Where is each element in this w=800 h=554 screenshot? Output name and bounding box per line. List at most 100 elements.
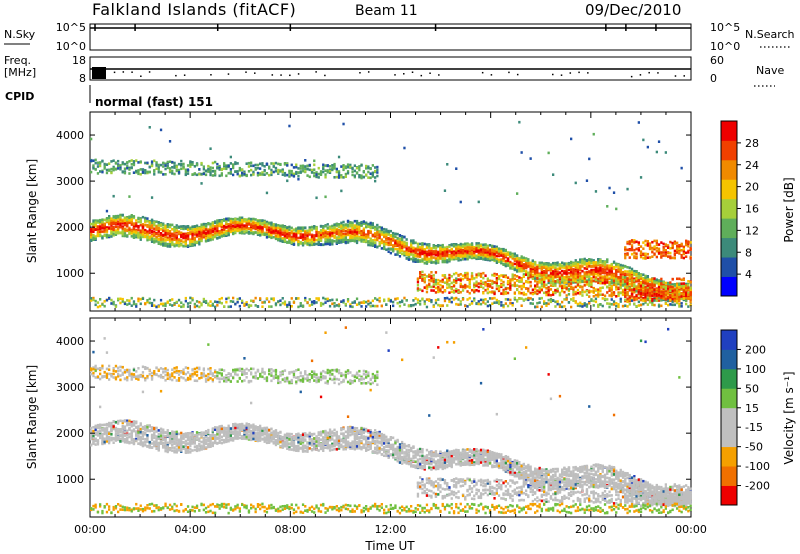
power-echo: [412, 249, 415, 253]
power-echo: [497, 277, 501, 281]
power-echo: [263, 233, 266, 236]
nave-dot: [140, 75, 142, 77]
power-echo: [452, 272, 456, 276]
power-echo: [252, 226, 255, 230]
power-echo: [563, 262, 566, 266]
power-echo: [146, 235, 149, 238]
power-echo: [101, 170, 104, 174]
power-echo: [342, 176, 345, 179]
power-echo: [430, 256, 433, 259]
power-echo: [252, 222, 255, 225]
power-echo: [198, 168, 201, 171]
power-echo: [430, 247, 433, 250]
power-echo: [146, 161, 149, 165]
power-echo: [405, 299, 408, 302]
power-echo: [250, 304, 253, 307]
power-echo: [164, 226, 167, 229]
power-echo: [477, 285, 480, 289]
power-echo: [245, 226, 248, 229]
power-echo: [157, 163, 160, 167]
power-echo: [110, 302, 113, 305]
power-echo: [353, 230, 356, 234]
power-echo: [92, 167, 95, 170]
power-echo: [482, 281, 485, 284]
power-echo: [250, 173, 253, 177]
power-echo: [209, 147, 212, 150]
power-echo: [243, 172, 246, 176]
power-echo: [367, 299, 370, 303]
power-echo: [365, 234, 368, 238]
power-echo: [254, 163, 257, 167]
power-echo: [299, 227, 302, 230]
power-echo: [130, 214, 133, 217]
power-echo: [209, 226, 212, 230]
power-echo: [175, 234, 178, 237]
power-echo: [387, 243, 390, 246]
power-echo: [374, 304, 377, 308]
power-echo: [389, 300, 392, 303]
power-echo: [516, 257, 519, 260]
power-echo: [175, 239, 178, 242]
power-echo: [117, 231, 120, 235]
power-echo: [243, 304, 246, 307]
power-echo: [306, 232, 309, 235]
power-echo: [94, 161, 97, 165]
power-echo: [103, 226, 106, 229]
power-echo: [322, 226, 325, 229]
power-echo: [448, 276, 451, 280]
power-echo: [256, 171, 260, 175]
power-echo: [238, 304, 241, 308]
power-echo: [358, 237, 361, 240]
power-echo: [572, 270, 575, 273]
power-echo: [461, 298, 465, 301]
power-echo: [525, 270, 528, 273]
power-echo: [337, 241, 341, 244]
power-echo: [304, 230, 307, 234]
power-echo: [92, 223, 95, 226]
power-echo: [310, 239, 314, 243]
power-echo: [421, 289, 424, 293]
power-echo: [536, 292, 539, 296]
power-echo: [561, 261, 564, 265]
power-echo: [434, 261, 438, 265]
freq-label-2: [MHz]: [4, 66, 36, 79]
power-echo: [141, 297, 145, 300]
power-echo: [565, 272, 568, 275]
power-echo: [252, 173, 255, 176]
power-echo: [369, 226, 372, 229]
power-echo: [358, 225, 361, 228]
power-echo: [374, 228, 377, 231]
power-echo: [358, 228, 361, 232]
power-echo: [441, 251, 444, 255]
power-echo: [146, 170, 149, 174]
power-echo: [232, 225, 235, 228]
power-echo: [322, 234, 325, 237]
power-echo: [385, 236, 388, 239]
power-echo: [319, 224, 323, 228]
power-echo: [513, 284, 516, 288]
power-echo: [319, 170, 323, 174]
power-echo: [164, 164, 167, 167]
power-echo: [464, 285, 467, 288]
power-echo: [376, 223, 379, 227]
power-echo: [572, 299, 575, 302]
power-echo: [328, 165, 332, 168]
power-echo: [306, 164, 309, 168]
power-echo: [360, 232, 363, 235]
power-echo: [173, 244, 176, 248]
power-echo: [315, 297, 318, 300]
power-echo: [529, 302, 532, 305]
power-echo: [470, 243, 474, 246]
power-echo: [322, 228, 325, 231]
power-echo: [247, 222, 251, 225]
power-echo: [351, 230, 354, 233]
power-echo: [99, 218, 102, 222]
power-echo: [182, 240, 185, 244]
power-echo: [326, 235, 329, 238]
power-echo: [130, 296, 133, 300]
power-echo: [513, 252, 516, 256]
power-echo: [394, 297, 397, 301]
nave-dot: [560, 74, 563, 76]
power-echo: [315, 171, 318, 174]
power-echo: [516, 262, 519, 266]
